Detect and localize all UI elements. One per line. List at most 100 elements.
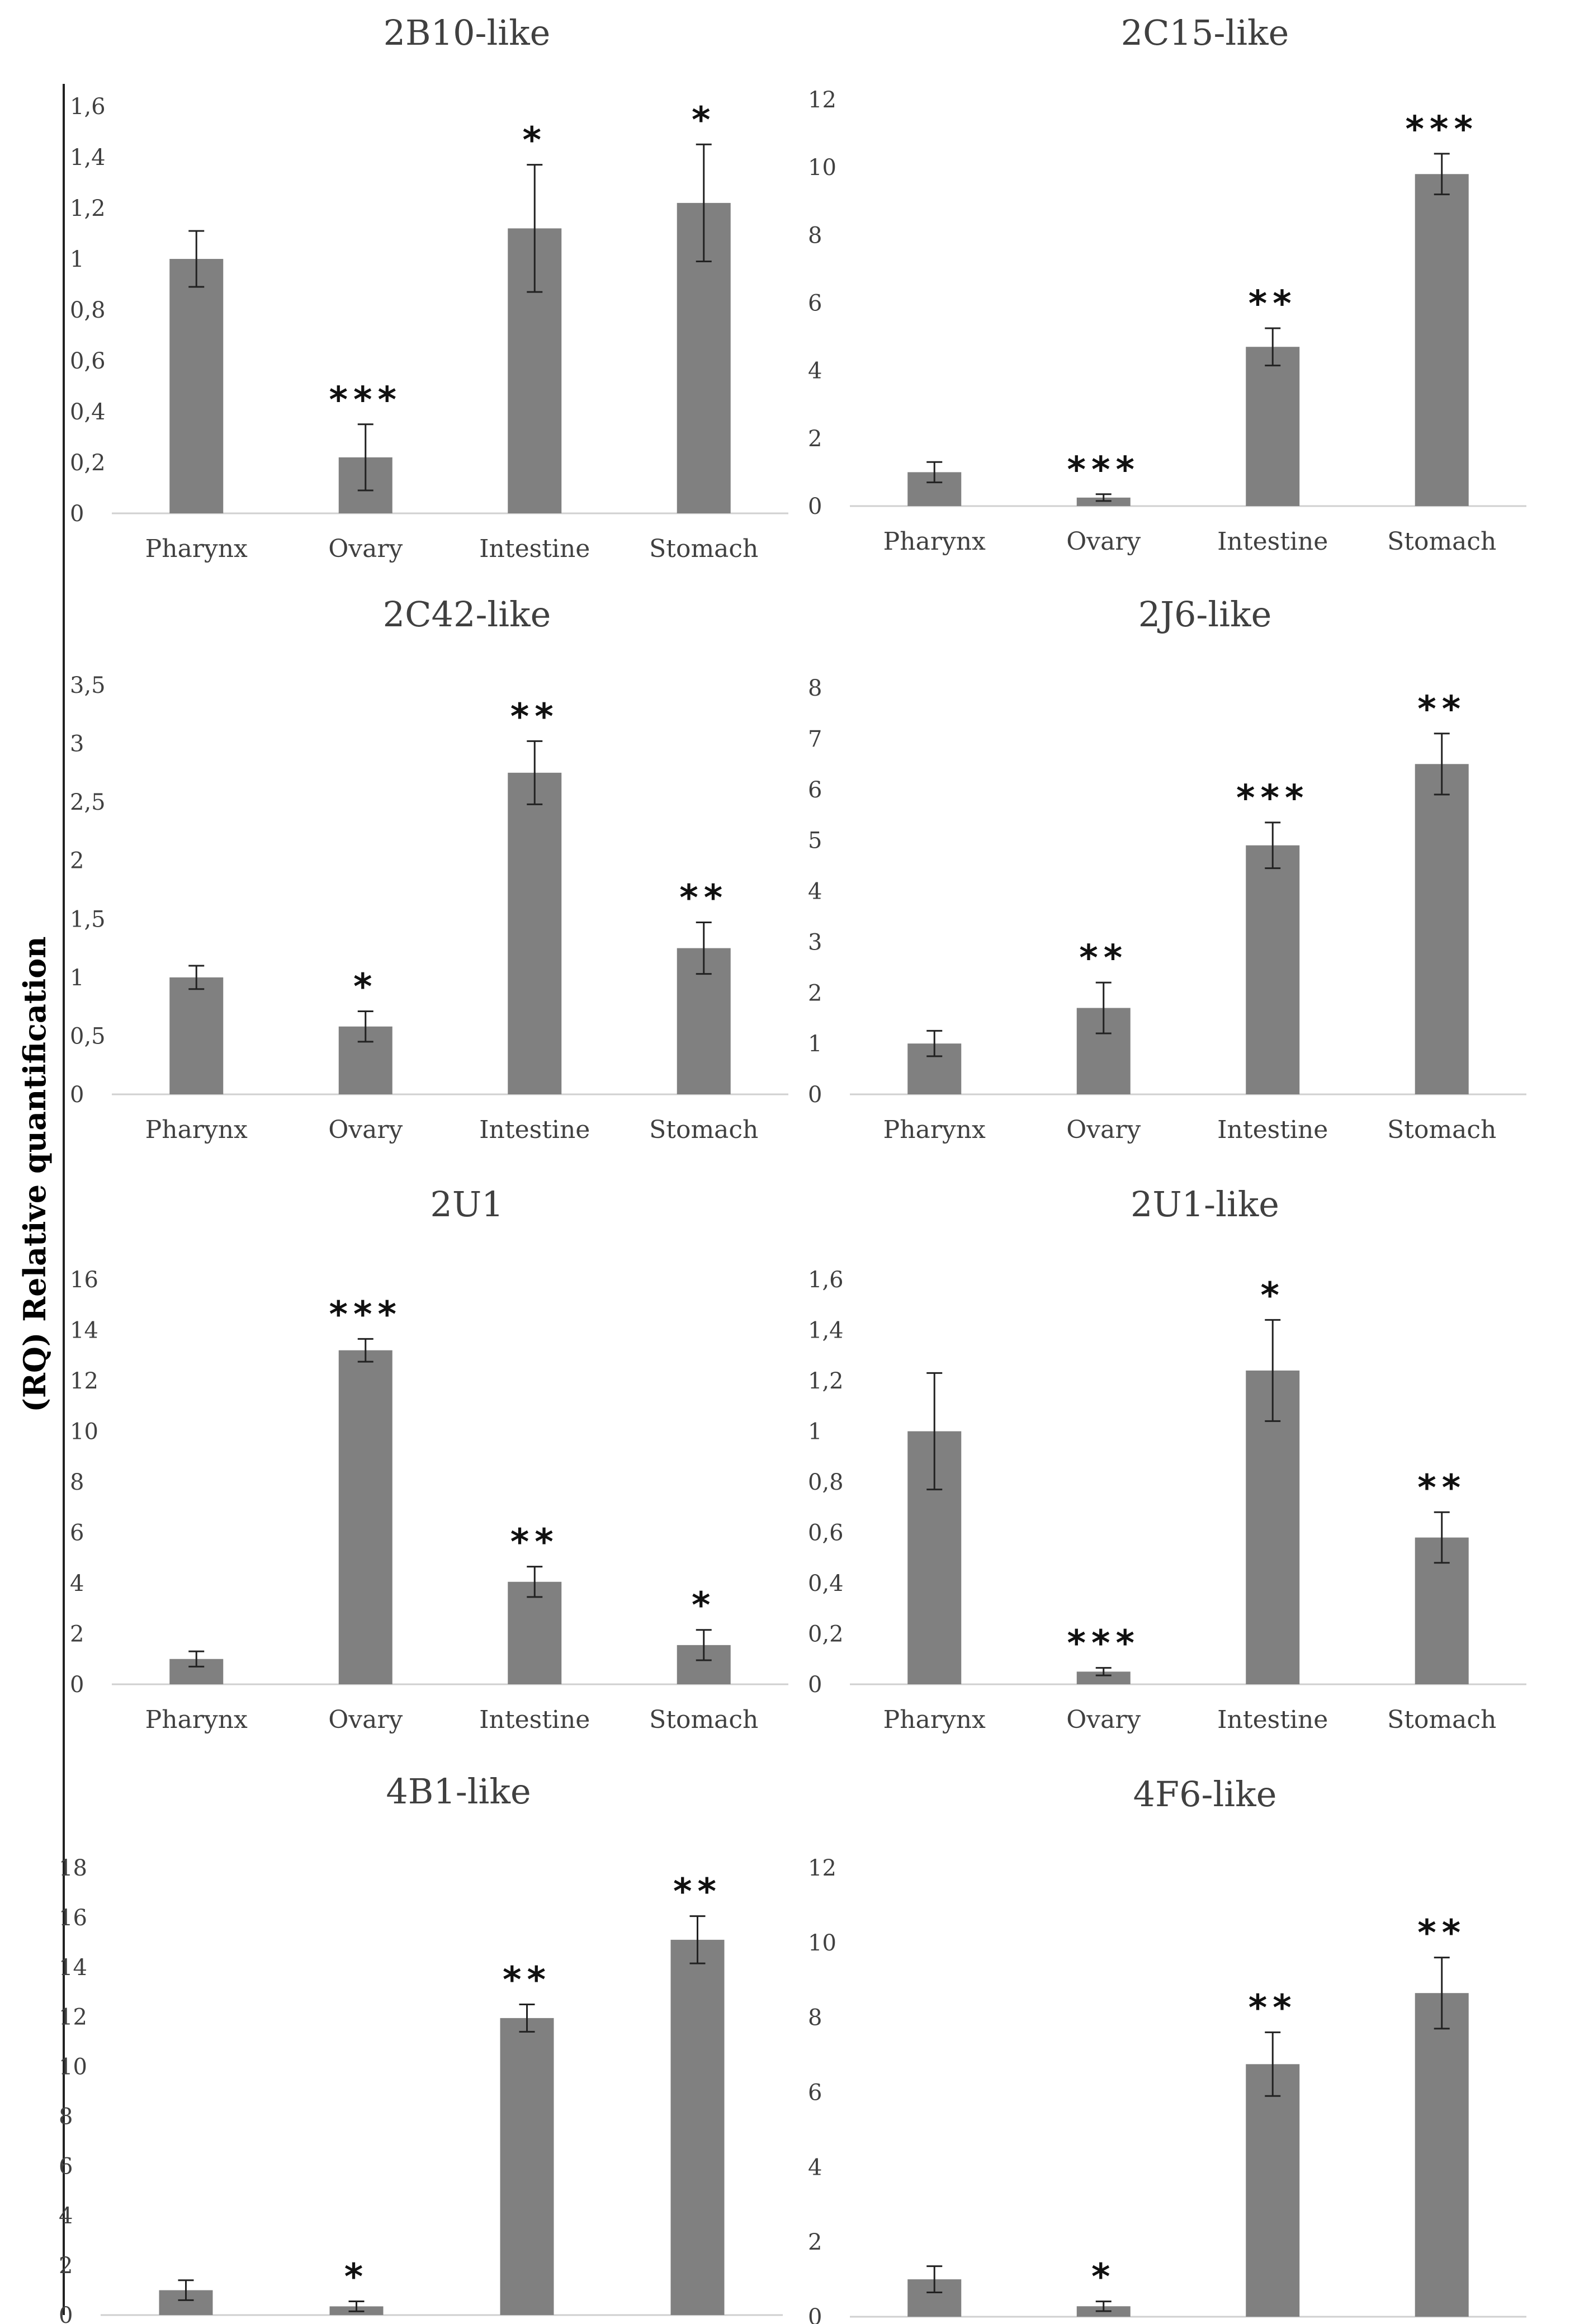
- y-tick-label: 0,2: [70, 450, 106, 476]
- x-tick-label: Pharynx: [145, 535, 248, 563]
- y-tick-label: 0: [808, 2304, 822, 2324]
- significance-marker: **: [510, 1522, 559, 1563]
- y-tick-label: 1,6: [808, 1267, 844, 1293]
- x-tick-label: Pharynx: [883, 1116, 986, 1144]
- significance-marker: **: [673, 1872, 722, 1913]
- chart-panel-2u1: 2U1 0 2 4 6 8 10 12 14 16 Pharynx *** Ovary ** Intesti…: [70, 1184, 788, 1734]
- y-tick-label: 10: [808, 1930, 836, 1956]
- y-tick-label: 0,6: [70, 348, 106, 374]
- bar-intestine: [1246, 1370, 1300, 1684]
- y-tick-label: 0: [808, 1672, 822, 1698]
- y-tick-label: 6: [70, 1520, 84, 1546]
- significance-marker: *: [523, 120, 547, 162]
- chart-panel-2c42-like: 2C42-like 0 0,5 1 1,5 2 2,5 3 3,5 Pharynx * Ovary **…: [70, 594, 788, 1144]
- bar-intestine: [1246, 347, 1300, 506]
- significance-marker: **: [1249, 1987, 1297, 2029]
- significance-marker: *: [1261, 1275, 1285, 1316]
- y-tick-label: 0,2: [808, 1622, 844, 1647]
- y-tick-label: 2: [808, 426, 822, 452]
- chart-title: 2C42-like: [383, 594, 551, 635]
- chart-title: 4F6-like: [1133, 1774, 1277, 1815]
- x-tick-label: Intestine: [479, 1706, 590, 1734]
- y-tick-label: 12: [808, 1855, 836, 1881]
- chart-title: 2B10-like: [384, 12, 551, 53]
- y-tick-label: 10: [808, 155, 836, 181]
- bar-intestine: [1246, 845, 1300, 1094]
- bar-ovary: [1076, 1671, 1131, 1684]
- y-tick-label: 0,5: [70, 1023, 106, 1049]
- bar-intestine: [500, 2018, 554, 2315]
- bar-pharynx: [169, 977, 224, 1094]
- x-tick-label: Stomach: [649, 1706, 758, 1734]
- y-tick-label: 0,8: [808, 1470, 844, 1495]
- y-tick-label: 1,5: [70, 906, 106, 932]
- bar-intestine: [1246, 2064, 1300, 2317]
- y-tick-label: 1,2: [70, 196, 106, 221]
- significance-marker: ***: [329, 1294, 402, 1335]
- y-tick-label: 10: [59, 2054, 87, 2080]
- bar-intestine: [508, 772, 562, 1094]
- y-tick-label: 10: [70, 1419, 98, 1445]
- x-tick-label: Stomach: [649, 535, 758, 563]
- significance-marker: **: [510, 696, 559, 738]
- y-tick-label: 0,4: [808, 1571, 844, 1596]
- y-tick-label: 4: [808, 358, 822, 384]
- x-tick-label: Stomach: [1387, 527, 1496, 556]
- y-tick-label: 0: [808, 494, 822, 519]
- y-tick-label: 12: [808, 87, 836, 113]
- y-tick-label: 6: [808, 777, 822, 803]
- y-tick-label: 2: [808, 2229, 822, 2255]
- significance-marker: **: [1417, 1467, 1466, 1509]
- y-tick-label: 6: [808, 291, 822, 317]
- y-tick-label: 8: [59, 2104, 73, 2129]
- x-tick-label: Stomach: [1387, 1116, 1496, 1144]
- x-tick-label: Intestine: [1217, 527, 1328, 556]
- figure-left-rule: [63, 84, 65, 2315]
- x-tick-label: Ovary: [328, 535, 403, 563]
- bar-ovary: [338, 1350, 393, 1684]
- y-tick-label: 4: [808, 879, 822, 905]
- y-tick-label: 2: [808, 980, 822, 1006]
- x-tick-label: Stomach: [649, 1116, 758, 1144]
- y-tick-label: 4: [808, 2155, 822, 2180]
- y-tick-label: 0: [808, 1082, 822, 1108]
- y-tick-label: 0: [70, 1082, 84, 1108]
- y-tick-label: 7: [808, 726, 822, 752]
- y-tick-label: 14: [70, 1318, 98, 1344]
- y-tick-label: 0,6: [808, 1520, 844, 1546]
- significance-marker: **: [1249, 284, 1297, 325]
- y-tick-label: 3: [70, 731, 84, 757]
- y-tick-label: 0,4: [70, 399, 106, 425]
- y-tick-label: 1,4: [70, 145, 106, 171]
- chart-panel-4f6-like: 4F6-like024681012Pharynx*Ovary**Intestin…: [808, 1774, 1526, 2324]
- y-tick-label: 0: [59, 2303, 73, 2324]
- y-tick-label: 0: [70, 501, 84, 527]
- x-tick-label: Intestine: [1217, 1706, 1328, 1734]
- y-tick-label: 3: [808, 929, 822, 955]
- significance-marker: ***: [329, 380, 402, 421]
- y-tick-label: 3,5: [70, 673, 106, 698]
- chart-title: 4B1-like: [386, 1771, 531, 1812]
- y-tick-label: 8: [70, 1470, 84, 1495]
- y-tick-label: 2: [70, 1622, 84, 1647]
- x-tick-label: Pharynx: [145, 1706, 248, 1734]
- x-tick-label: Ovary: [328, 1116, 403, 1144]
- y-tick-label: 14: [59, 1955, 87, 1981]
- y-tick-label: 1,2: [808, 1368, 844, 1394]
- chart-panel-2c15-like: 2C15-like 0 2 4 6 8 10 12 Pharynx *** Ovary ** Intes…: [808, 12, 1526, 556]
- y-tick-label: 1: [70, 965, 84, 991]
- y-tick-label: 5: [808, 828, 822, 854]
- bar-intestine: [508, 1581, 562, 1684]
- x-tick-label: Intestine: [479, 1116, 590, 1144]
- significance-marker: *: [353, 967, 377, 1008]
- x-tick-label: Pharynx: [145, 1116, 248, 1144]
- y-tick-label: 1,4: [808, 1318, 844, 1344]
- y-tick-label: 2: [70, 848, 84, 874]
- chart-title: 2U1-like: [1131, 1184, 1279, 1225]
- significance-marker: **: [1417, 1913, 1466, 1954]
- y-tick-label: 2,5: [70, 790, 106, 815]
- x-tick-label: Pharynx: [883, 527, 986, 556]
- y-tick-label: 16: [70, 1267, 98, 1293]
- y-tick-label: 4: [59, 2203, 73, 2229]
